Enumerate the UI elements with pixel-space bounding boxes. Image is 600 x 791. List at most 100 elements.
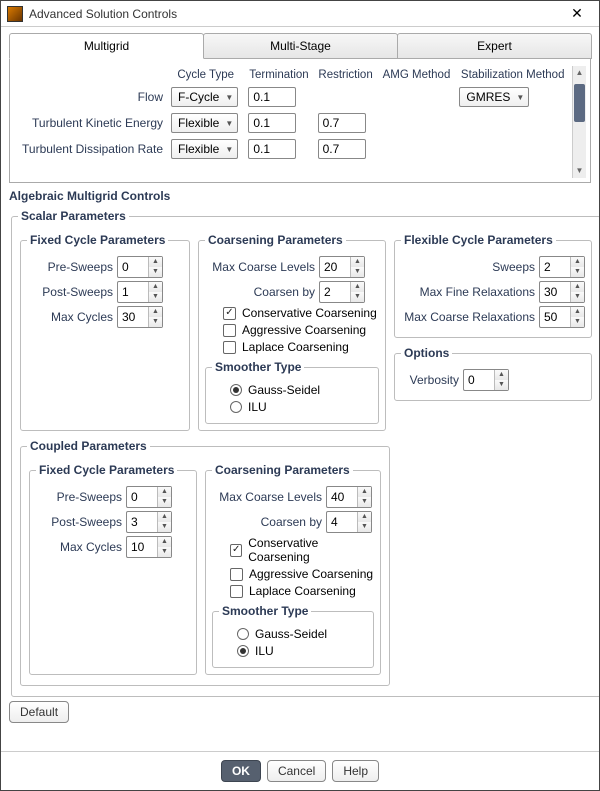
spin-up-icon[interactable]: ▲	[571, 257, 584, 267]
app-icon	[7, 6, 23, 22]
spin-down-icon[interactable]: ▼	[358, 497, 371, 507]
close-icon[interactable]: ✕	[561, 5, 593, 22]
scalar-gauss-radio[interactable]	[230, 384, 242, 396]
tab-expert[interactable]: Expert	[397, 33, 592, 59]
scalar-sweeps-input[interactable]: 2▲▼	[539, 256, 585, 278]
titlebar: Advanced Solution Controls ✕	[1, 1, 599, 27]
scalar-coarse-heading: Coarsening Parameters	[205, 233, 346, 247]
spin-down-icon[interactable]: ▼	[351, 292, 364, 302]
spin-down-icon[interactable]: ▼	[158, 547, 171, 557]
spin-down-icon[interactable]: ▼	[149, 317, 162, 327]
scalar-aggressive-label: Aggressive Coarsening	[242, 323, 366, 337]
scalar-pre-sweeps-input[interactable]: 0▲▼	[117, 256, 163, 278]
tdr-cycle-dropdown[interactable]: Flexible▼	[171, 139, 238, 159]
coupled-aggressive-checkbox[interactable]	[230, 568, 243, 581]
spin-up-icon[interactable]: ▲	[495, 370, 508, 380]
coupled-coarsen-by-input[interactable]: 4▲▼	[326, 511, 372, 533]
scalar-max-levels-input[interactable]: 20▲▼	[319, 256, 365, 278]
verbosity-input[interactable]: 0▲▼	[463, 369, 509, 391]
scalar-ilu-radio[interactable]	[230, 401, 242, 413]
help-button[interactable]: Help	[332, 760, 379, 782]
tab-bar: Multigrid Multi-Stage Expert	[9, 33, 591, 59]
scrollbar-thumb[interactable]	[574, 84, 585, 122]
coupled-parameters-group: Coupled Parameters Fixed Cycle Parameter…	[20, 439, 390, 686]
tab-multistage[interactable]: Multi-Stage	[203, 33, 398, 59]
spin-up-icon[interactable]: ▲	[149, 257, 162, 267]
flow-cycle-value: F-Cycle	[178, 90, 219, 104]
tke-cycle-dropdown[interactable]: Flexible▼	[171, 113, 238, 133]
spin-up-icon[interactable]: ▲	[149, 282, 162, 292]
spin-down-icon[interactable]: ▼	[149, 292, 162, 302]
scalar-options-heading: Options	[401, 346, 452, 360]
spin-up-icon[interactable]: ▲	[158, 512, 171, 522]
cancel-button[interactable]: Cancel	[267, 760, 326, 782]
scalar-maxfine-value: 30	[540, 282, 570, 302]
spin-up-icon[interactable]: ▲	[351, 282, 364, 292]
spin-down-icon[interactable]: ▼	[351, 267, 364, 277]
scalar-smoother-group: Smoother Type Gauss-Seidel ILU	[205, 360, 379, 424]
flow-stab-dropdown[interactable]: GMRES▼	[459, 87, 529, 107]
spin-up-icon[interactable]: ▲	[571, 282, 584, 292]
tke-termination-input[interactable]: 0.1	[248, 113, 296, 133]
spin-up-icon[interactable]: ▲	[358, 512, 371, 522]
coupled-pre-sweeps-label: Pre-Sweeps	[36, 490, 122, 504]
coupled-max-cycles-input[interactable]: 10▲▼	[126, 536, 172, 558]
scalar-post-sweeps-value: 1	[118, 282, 148, 302]
coupled-heading: Coupled Parameters	[27, 439, 150, 453]
chevron-down-icon: ▼	[225, 93, 233, 102]
spin-down-icon[interactable]: ▼	[158, 522, 171, 532]
scalar-conservative-checkbox[interactable]: ✓	[223, 307, 236, 320]
spin-up-icon[interactable]: ▲	[351, 257, 364, 267]
scalar-fixed-heading: Fixed Cycle Parameters	[27, 233, 168, 247]
spin-down-icon[interactable]: ▼	[358, 522, 371, 532]
scroll-up-icon[interactable]: ▲	[573, 66, 586, 80]
scalar-max-levels-label: Max Coarse Levels	[205, 260, 315, 274]
scalar-maxfine-input[interactable]: 30▲▼	[539, 281, 585, 303]
ok-button[interactable]: OK	[221, 760, 261, 782]
spin-down-icon[interactable]: ▼	[571, 317, 584, 327]
spin-down-icon[interactable]: ▼	[571, 267, 584, 277]
scroll-down-icon[interactable]: ▼	[573, 164, 586, 178]
scalar-flex-group: Flexible Cycle Parameters Sweeps2▲▼ Max …	[394, 233, 592, 338]
scalar-post-sweeps-input[interactable]: 1▲▼	[117, 281, 163, 303]
coupled-max-cycles-label: Max Cycles	[36, 540, 122, 554]
scalar-laplace-checkbox[interactable]	[223, 341, 236, 354]
scalar-sweeps-value: 2	[540, 257, 570, 277]
spin-down-icon[interactable]: ▼	[158, 497, 171, 507]
coupled-ilu-radio[interactable]	[237, 645, 249, 657]
coupled-conservative-checkbox[interactable]: ✓	[230, 544, 242, 557]
coupled-coarsen-by-value: 4	[327, 512, 357, 532]
spin-up-icon[interactable]: ▲	[358, 487, 371, 497]
scalar-max-cycles-input[interactable]: 30▲▼	[117, 306, 163, 328]
scalar-coarse-group: Coarsening Parameters Max Coarse Levels 2…	[198, 233, 386, 431]
spin-up-icon[interactable]: ▲	[571, 307, 584, 317]
tab-multigrid[interactable]: Multigrid	[9, 33, 204, 59]
spin-down-icon[interactable]: ▼	[495, 380, 508, 390]
tke-restriction-input[interactable]: 0.7	[318, 113, 366, 133]
default-button[interactable]: Default	[9, 701, 69, 723]
scalar-sweeps-label: Sweeps	[401, 260, 535, 274]
coupled-coarse-heading: Coarsening Parameters	[212, 463, 353, 477]
coupled-max-levels-input[interactable]: 40▲▼	[326, 486, 372, 508]
spin-up-icon[interactable]: ▲	[149, 307, 162, 317]
tdr-termination-input[interactable]: 0.1	[248, 139, 296, 159]
scalar-maxcoarse-input[interactable]: 50▲▼	[539, 306, 585, 328]
scalar-aggressive-checkbox[interactable]	[223, 324, 236, 337]
chevron-down-icon: ▼	[516, 93, 524, 102]
coupled-gauss-radio[interactable]	[237, 628, 249, 640]
tdr-restriction-input[interactable]: 0.7	[318, 139, 366, 159]
scalar-coarsen-by-input[interactable]: 2▲▼	[319, 281, 365, 303]
spin-up-icon[interactable]: ▲	[158, 487, 171, 497]
chevron-down-icon: ▼	[225, 119, 233, 128]
flow-termination-input[interactable]: 0.1	[248, 87, 296, 107]
col-restriction: Restriction	[314, 66, 378, 84]
flow-cycle-dropdown[interactable]: F-Cycle ▼	[171, 87, 238, 107]
spin-up-icon[interactable]: ▲	[158, 537, 171, 547]
spin-down-icon[interactable]: ▼	[571, 292, 584, 302]
coupled-pre-sweeps-input[interactable]: 0▲▼	[126, 486, 172, 508]
coupled-post-sweeps-input[interactable]: 3▲▼	[126, 511, 172, 533]
scalar-options-group: Options Verbosity0▲▼	[394, 346, 592, 401]
coupled-laplace-checkbox[interactable]	[230, 585, 243, 598]
spin-down-icon[interactable]: ▼	[149, 267, 162, 277]
vertical-scrollbar[interactable]: ▲ ▼	[572, 66, 586, 178]
